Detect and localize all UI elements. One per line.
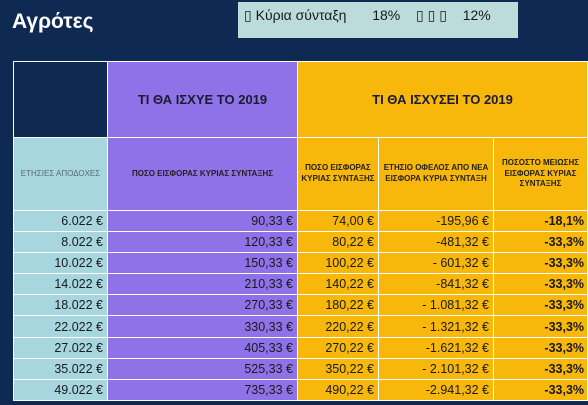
cell-reduction-percent: -33,3% — [492, 273, 588, 296]
cell-new-contribution: 74,00 € — [297, 209, 379, 233]
table-row: 6.022 €90,33 €74,00 € -195,96 € -18,1% — [13, 209, 588, 233]
cell-income: 18.022 € — [13, 294, 108, 317]
cell-reduction-percent: -33,3% — [492, 357, 588, 380]
table-row: 35.022 €525,33 €350,22 € - 2.101,32 € -33,… — [13, 357, 588, 380]
cell-annual-benefit: - 1.321,32 € — [378, 315, 494, 338]
cell-annual-benefit: - 1.081,32 € — [378, 294, 494, 317]
cell-reduction-percent: -33,3% — [492, 252, 588, 275]
cell-annual-benefit: - 601,32 € — [378, 252, 494, 275]
cell-old-contribution: 330,33 € — [107, 315, 298, 338]
cell-old-contribution: 210,33 € — [107, 273, 298, 296]
cell-income: 27.022 € — [13, 336, 108, 359]
cell-annual-benefit: -841,32 € — [378, 273, 494, 296]
cell-new-contribution: 180,22 € — [297, 294, 379, 317]
cell-income: 8.022 € — [13, 231, 108, 254]
cell-new-contribution: 220,22 € — [297, 315, 379, 338]
arrow-glyphs-icon: ▯ ▯ ▯ — [416, 7, 447, 23]
cell-annual-benefit: -2.941,32 € — [378, 378, 494, 401]
cell-income: 35.022 € — [13, 357, 108, 380]
table-body: 6.022 €90,33 €74,00 € -195,96 € -18,1% 8.02… — [13, 209, 588, 401]
note-rate-2019: 18% — [372, 7, 401, 23]
cell-reduction-percent: -18,1% — [492, 209, 588, 233]
cell-income: 22.022 € — [13, 315, 108, 338]
cell-income: 6.022 € — [13, 209, 108, 233]
contribution-table: ΤΙ ΘΑ ΙΣΧΥΕ ΤΟ 2019 ΤΙ ΘΑ ΙΣΧΥΣΕΙ ΤΟ 201… — [13, 61, 588, 401]
note-rate-new: 12% — [462, 7, 491, 23]
column-header-new-contribution: ΠΟΣΟ ΕΙΣΦΟΡΑΣ ΚΥΡΙΑΣ ΣΥΝΤΑΞΗΣ — [297, 137, 379, 211]
cell-old-contribution: 90,33 € — [107, 209, 298, 233]
cell-old-contribution: 525,33 € — [107, 357, 298, 380]
cell-new-contribution: 80,22 € — [297, 231, 379, 254]
cell-annual-benefit: -1.621,32 € — [378, 336, 494, 359]
cell-new-contribution: 140,22 € — [297, 273, 379, 296]
cell-old-contribution: 120,33 € — [107, 231, 298, 254]
cell-annual-benefit: -481,32 € — [378, 231, 494, 254]
box-glyph-icon: ▯ — [244, 7, 252, 23]
cell-new-contribution: 100,22 € — [297, 252, 379, 275]
cell-income: 14.022 € — [13, 273, 108, 296]
page-title: Αγρότες — [12, 10, 94, 33]
table-row: 27.022 €405,33 €270,22 € -1.621,32 € -33,3… — [13, 336, 588, 359]
cell-old-contribution: 405,33 € — [107, 336, 298, 359]
group-header-after: ΤΙ ΘΑ ΙΣΧΥΣΕΙ ΤΟ 2019 — [296, 61, 588, 138]
cell-old-contribution: 270,33 € — [107, 294, 298, 317]
column-header-old-contribution: ΠΟΣΟ ΕΙΣΦΟΡΑΣ ΚΥΡΙΑΣ ΣΥΝΤΑΞΗΣ — [107, 137, 298, 211]
cell-new-contribution: 490,22 € — [297, 378, 379, 401]
cell-reduction-percent: -33,3% — [492, 315, 588, 338]
table-row: 10.022 €150,33 €100,22 € - 601,32 € -33,3% — [13, 252, 588, 275]
table-row: 14.022 €210,33 €140,22 € -841,32 € -33,3% — [13, 273, 588, 296]
note-label: Κύρια σύνταξη — [255, 7, 347, 23]
header-blank-cell — [13, 61, 108, 138]
cell-old-contribution: 735,33 € — [107, 378, 298, 401]
rate-note: ▯ Κύρια σύνταξη 18% ▯ ▯ ▯ 12% — [238, 2, 518, 38]
cell-reduction-percent: -33,3% — [492, 294, 588, 317]
table-row: 8.022 €120,33 €80,22 € -481,32 € -33,3% — [13, 231, 588, 254]
cell-income: 10.022 € — [13, 252, 108, 275]
cell-new-contribution: 350,22 € — [297, 357, 379, 380]
table-row: 22.022 €330,33 €220,22 € - 1.321,32 € -33,… — [13, 315, 588, 338]
cell-reduction-percent: -33,3% — [492, 378, 588, 401]
column-header-reduction-percent: ΠΟΣΟΣΤΟ ΜΕΙΩΣΗΣ ΕΙΣΦΟΡΑΣ ΚΥΡΙΑΣ ΣΥΝΤΑΞΗΣ — [492, 137, 588, 211]
table-row: 18.022 €270,33 €180,22 € - 1.081,32 € -33,… — [13, 294, 588, 317]
cell-new-contribution: 270,22 € — [297, 336, 379, 359]
column-header-income: ΕΤΗΣΙΕΣ ΑΠΟΔΟΧΕΣ — [13, 137, 108, 211]
cell-income: 49.022 € — [13, 378, 108, 401]
group-header-before: ΤΙ ΘΑ ΙΣΧΥΕ ΤΟ 2019 — [107, 61, 298, 138]
cell-reduction-percent: -33,3% — [492, 336, 588, 359]
cell-annual-benefit: -195,96 € — [378, 209, 494, 233]
cell-old-contribution: 150,33 € — [107, 252, 298, 275]
column-header-annual-benefit: ΕΤΗΣΙΟ ΟΦΕΛΟΣ ΑΠΟ ΝΕΑ ΕΙΣΦΟΡΑ ΚΥΡΙΑ ΣΥΝΤ… — [378, 137, 494, 211]
cell-annual-benefit: - 2.101,32 € — [378, 357, 494, 380]
table-row: 49.022 €735,33 €490,22 € -2.941,32 € -33,3… — [13, 378, 588, 401]
cell-reduction-percent: -33,3% — [492, 231, 588, 254]
